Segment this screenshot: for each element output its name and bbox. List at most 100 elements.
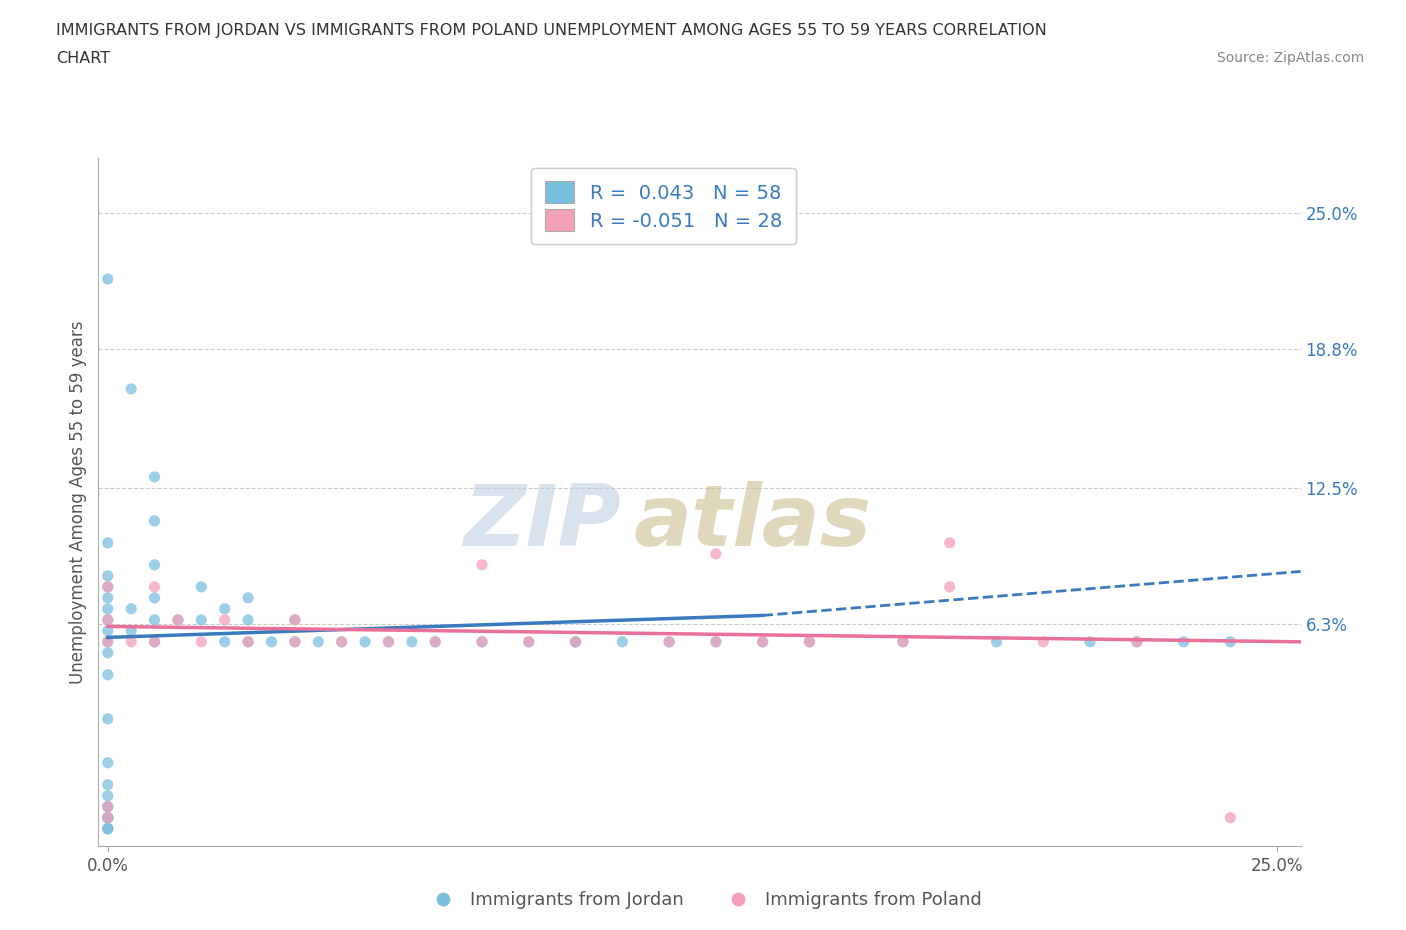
- Point: [190, 579, 212, 594]
- Point: [799, 634, 821, 649]
- Point: [425, 634, 447, 649]
- Point: [214, 612, 236, 627]
- Legend: Immigrants from Jordan, Immigrants from Poland: Immigrants from Jordan, Immigrants from …: [418, 884, 988, 916]
- Point: [236, 634, 259, 649]
- Point: [236, 634, 259, 649]
- Point: [260, 634, 283, 649]
- Point: [284, 634, 307, 649]
- Point: [284, 612, 307, 627]
- Point: [751, 634, 773, 649]
- Point: [1078, 634, 1101, 649]
- Point: [143, 579, 166, 594]
- Point: [97, 799, 120, 814]
- Point: [97, 612, 120, 627]
- Point: [214, 634, 236, 649]
- Point: [986, 634, 1008, 649]
- Point: [1219, 634, 1241, 649]
- Point: [97, 612, 120, 627]
- Point: [97, 272, 120, 286]
- Point: [1126, 634, 1149, 649]
- Point: [97, 810, 120, 825]
- Text: IMMIGRANTS FROM JORDAN VS IMMIGRANTS FROM POLAND UNEMPLOYMENT AMONG AGES 55 TO 5: IMMIGRANTS FROM JORDAN VS IMMIGRANTS FRO…: [56, 23, 1047, 38]
- Point: [97, 810, 120, 825]
- Point: [517, 634, 540, 649]
- Point: [236, 591, 259, 605]
- Point: [97, 645, 120, 660]
- Point: [190, 612, 212, 627]
- Point: [143, 513, 166, 528]
- Point: [1173, 634, 1195, 649]
- Point: [143, 634, 166, 649]
- Point: [564, 634, 586, 649]
- Point: [214, 602, 236, 617]
- Point: [704, 547, 727, 562]
- Point: [167, 612, 190, 627]
- Point: [167, 612, 190, 627]
- Point: [120, 602, 142, 617]
- Point: [1126, 634, 1149, 649]
- Point: [377, 634, 399, 649]
- Point: [330, 634, 353, 649]
- Point: [143, 470, 166, 485]
- Point: [97, 579, 120, 594]
- Point: [799, 634, 821, 649]
- Point: [120, 381, 142, 396]
- Point: [284, 634, 307, 649]
- Point: [1032, 634, 1054, 649]
- Point: [97, 536, 120, 551]
- Point: [471, 634, 494, 649]
- Text: Source: ZipAtlas.com: Source: ZipAtlas.com: [1216, 51, 1364, 65]
- Point: [120, 623, 142, 638]
- Point: [97, 799, 120, 814]
- Point: [97, 591, 120, 605]
- Point: [143, 557, 166, 572]
- Point: [236, 612, 259, 627]
- Point: [97, 789, 120, 804]
- Point: [1219, 810, 1241, 825]
- Point: [517, 634, 540, 649]
- Point: [471, 634, 494, 649]
- Text: ZIP: ZIP: [464, 482, 621, 565]
- Point: [471, 557, 494, 572]
- Point: [938, 579, 960, 594]
- Point: [564, 634, 586, 649]
- Point: [97, 634, 120, 649]
- Point: [97, 821, 120, 836]
- Text: CHART: CHART: [56, 51, 110, 66]
- Text: atlas: atlas: [633, 482, 872, 565]
- Point: [354, 634, 377, 649]
- Point: [97, 623, 120, 638]
- Point: [143, 634, 166, 649]
- Point: [284, 612, 307, 627]
- Point: [751, 634, 773, 649]
- Point: [704, 634, 727, 649]
- Point: [97, 602, 120, 617]
- Point: [612, 634, 634, 649]
- Point: [377, 634, 399, 649]
- Point: [564, 634, 586, 649]
- Point: [658, 634, 681, 649]
- Point: [658, 634, 681, 649]
- Point: [307, 634, 329, 649]
- Point: [97, 799, 120, 814]
- Point: [97, 810, 120, 825]
- Point: [97, 777, 120, 792]
- Legend: R =  0.043   N = 58, R = -0.051   N = 28: R = 0.043 N = 58, R = -0.051 N = 28: [531, 167, 796, 245]
- Point: [401, 634, 423, 649]
- Point: [97, 755, 120, 770]
- Point: [143, 591, 166, 605]
- Point: [938, 536, 960, 551]
- Y-axis label: Unemployment Among Ages 55 to 59 years: Unemployment Among Ages 55 to 59 years: [69, 321, 87, 684]
- Point: [891, 634, 914, 649]
- Point: [97, 810, 120, 825]
- Point: [97, 821, 120, 836]
- Point: [97, 568, 120, 583]
- Point: [143, 612, 166, 627]
- Point: [120, 634, 142, 649]
- Point: [891, 634, 914, 649]
- Point: [97, 668, 120, 683]
- Point: [425, 634, 447, 649]
- Point: [97, 711, 120, 726]
- Point: [330, 634, 353, 649]
- Point: [704, 634, 727, 649]
